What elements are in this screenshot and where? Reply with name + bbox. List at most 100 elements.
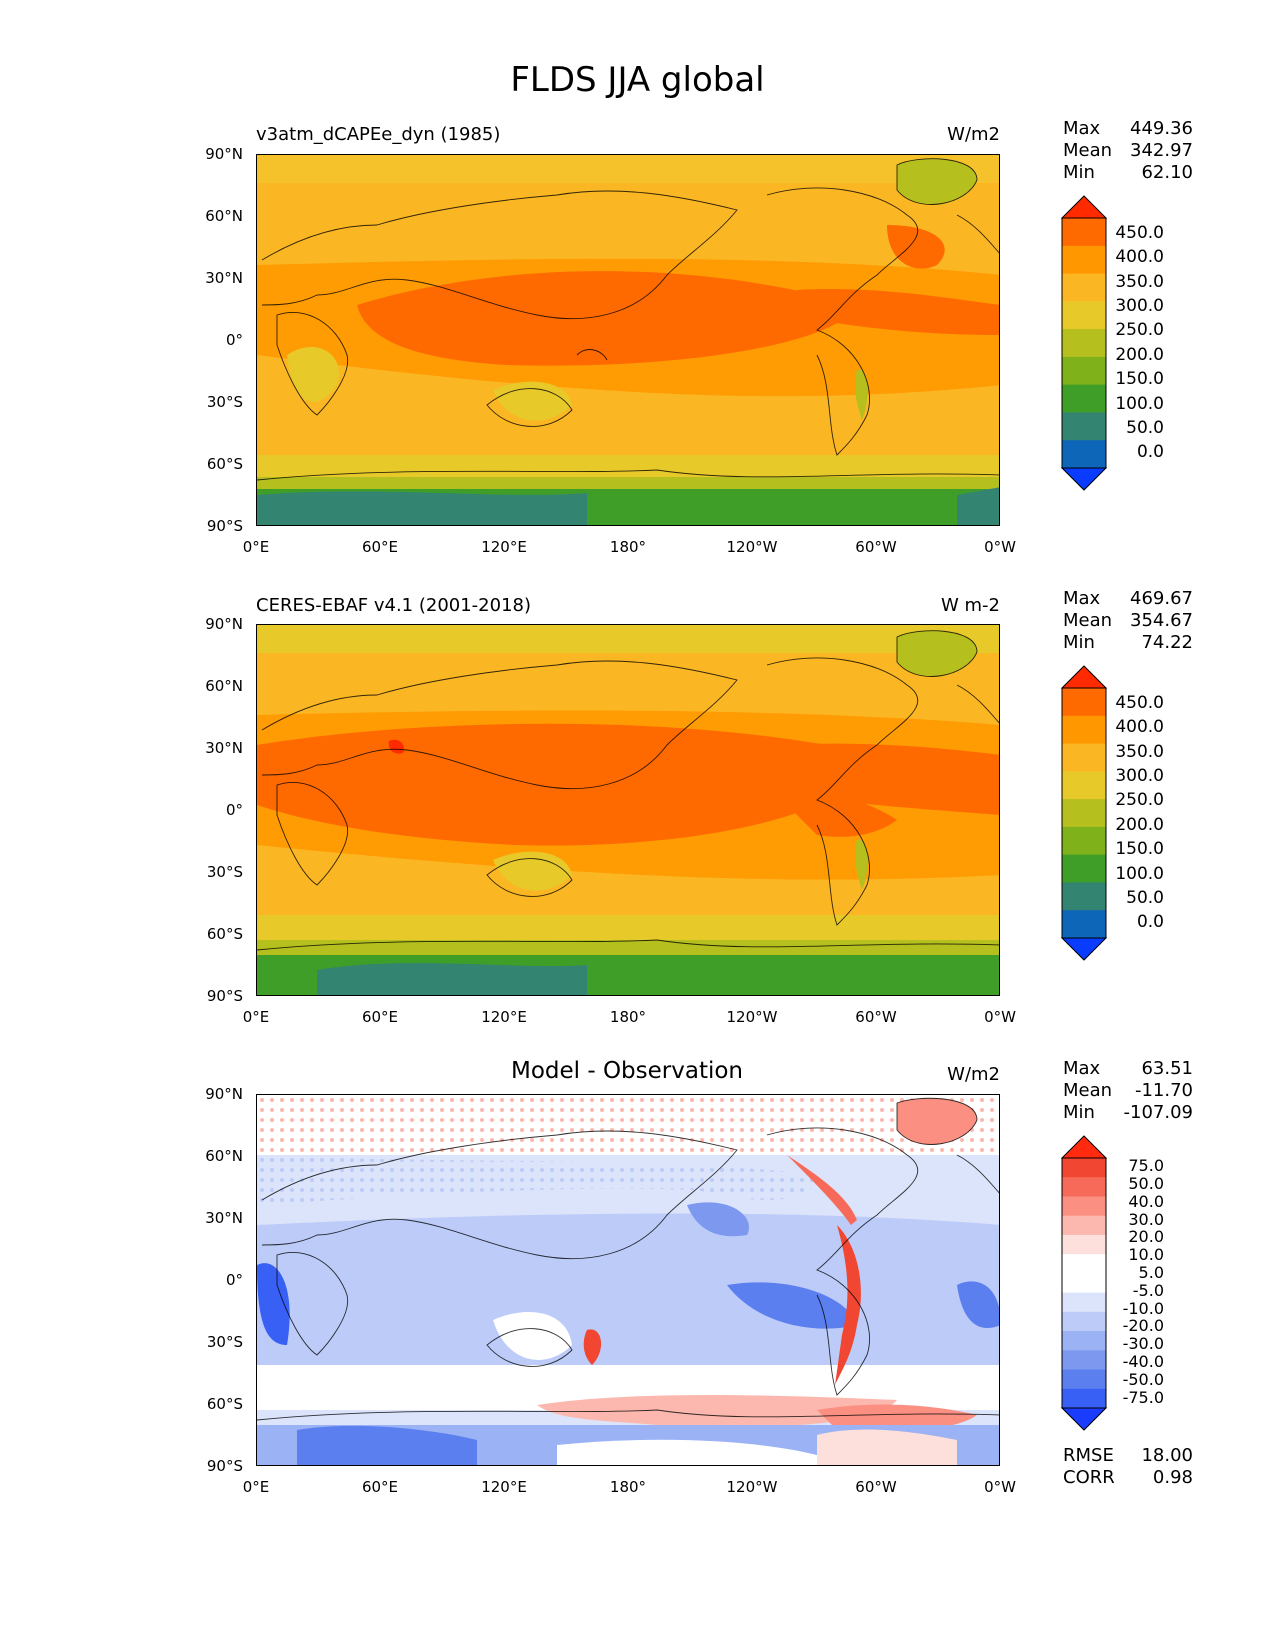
colorbar-band (1062, 1234, 1106, 1255)
stat-min: Min 74.22 (1063, 632, 1193, 653)
colorbar-tick-label: 20.0 (1128, 1227, 1164, 1246)
colorbar-band (1062, 440, 1106, 469)
colorbar-tick-label: -50.0 (1122, 1370, 1164, 1389)
panel-model-map (256, 154, 1000, 526)
colorbar-tick-label: 300.0 (1115, 296, 1164, 316)
lon-label: 60°E (361, 1008, 399, 1026)
colorbar-band (1062, 854, 1106, 883)
colorbar-band (1062, 1177, 1106, 1197)
colorbar-band (1062, 245, 1106, 275)
colorbar-tick-label: 450.0 (1115, 223, 1164, 243)
colorbar-band (1062, 1311, 1106, 1332)
colorbar-tick-label: -10.0 (1122, 1299, 1164, 1318)
lon-label: 0°E (242, 1008, 270, 1026)
panel-diff-units: W/m2 (947, 1064, 1000, 1085)
lat-label: 60°S (206, 1395, 243, 1413)
colorbar-tick-label: 350.0 (1115, 742, 1164, 762)
lat-label: 30°N (205, 269, 243, 287)
lat-label: 90°S (206, 987, 243, 1005)
colorbar-tick-label: 0.0 (1136, 442, 1164, 462)
lat-label: 60°S (206, 925, 243, 943)
colorbar-tick-label: 300.0 (1115, 766, 1164, 786)
colorbar-band (1062, 1273, 1106, 1294)
lon-label: 0°W (984, 1478, 1016, 1496)
colorbar-band (1062, 799, 1106, 828)
lat-label: 30°S (206, 863, 243, 881)
colorbar-band (1062, 384, 1106, 413)
stat-mean: Mean 354.67 (1063, 610, 1193, 631)
panel-obs-map (256, 624, 1000, 996)
colorbar-band (1062, 218, 1106, 247)
stat-min: Min -107.09 (1063, 1102, 1193, 1123)
colorbar-band (1062, 743, 1106, 772)
lat-label: 0° (225, 331, 243, 349)
colorbar-band (1062, 1350, 1106, 1371)
colorbar-band (1062, 826, 1106, 856)
lon-label: 120°E (481, 1008, 527, 1026)
lon-label: 60°W (855, 1008, 897, 1026)
colorbar-tick-label: 450.0 (1115, 693, 1164, 713)
metric-corr: CORR 0.98 (1063, 1467, 1193, 1488)
colorbar-tick-label: 400.0 (1115, 717, 1164, 737)
colorbar-band (1062, 412, 1106, 441)
stat-max: Max 449.36 (1063, 118, 1193, 139)
colorbar-band (1062, 1254, 1106, 1274)
colorbar-extend-top (1060, 1135, 1108, 1159)
colorbar-tick-label: 0.0 (1136, 912, 1164, 932)
lon-label: 60°E (361, 1478, 399, 1496)
panel-diff-colorbar (1060, 1135, 1108, 1431)
colorbar-tick-label: 100.0 (1115, 394, 1164, 414)
lat-label: 90°N (205, 145, 243, 163)
colorbar-tick-label: -75.0 (1122, 1388, 1164, 1407)
lon-label: 60°E (361, 538, 399, 556)
lat-label: 60°S (206, 455, 243, 473)
lon-label: 0°E (242, 1478, 270, 1496)
colorbar-band (1062, 1369, 1106, 1390)
colorbar-band (1062, 301, 1106, 330)
colorbar-tick-label: -40.0 (1122, 1352, 1164, 1371)
colorbar-band (1062, 1331, 1106, 1351)
colorbar-band (1062, 771, 1106, 800)
colorbar-tick-label: -20.0 (1122, 1316, 1164, 1335)
panel-obs-map-svg (257, 625, 999, 995)
colorbar-tick-label: 100.0 (1115, 864, 1164, 884)
lat-label: 90°S (206, 1457, 243, 1475)
colorbar-band (1062, 356, 1106, 386)
stat-min: Min 62.10 (1063, 162, 1193, 183)
colorbar-extend-top (1060, 195, 1108, 219)
colorbar-band (1062, 1215, 1106, 1236)
colorbar-band (1062, 329, 1106, 358)
colorbar-tick-label: 40.0 (1128, 1192, 1164, 1211)
colorbar-tick-label: 250.0 (1115, 320, 1164, 340)
colorbar-tick-label: 200.0 (1115, 815, 1164, 835)
colorbar-band (1062, 688, 1106, 717)
lat-label: 90°N (205, 615, 243, 633)
panel-obs-label: CERES-EBAF v4.1 (2001-2018) (256, 595, 532, 616)
lon-label: 120°E (481, 538, 527, 556)
stat-mean: Mean -11.70 (1063, 1080, 1193, 1101)
panel-model-map-svg (257, 155, 999, 525)
colorbar-band (1062, 910, 1106, 939)
lon-label: 0°E (242, 538, 270, 556)
colorbar-band (1062, 1388, 1106, 1409)
stat-max: Max 469.67 (1063, 588, 1193, 609)
lon-label: 120°E (481, 1478, 527, 1496)
lat-label: 0° (225, 1271, 243, 1289)
colorbar-tick-label: -30.0 (1122, 1334, 1164, 1353)
colorbar-extend-top (1060, 665, 1108, 689)
lat-label: 60°N (205, 1147, 243, 1165)
lat-label: 90°S (206, 517, 243, 535)
lat-label: 30°N (205, 739, 243, 757)
lat-label: 60°N (205, 207, 243, 225)
colorbar-tick-label: 10.0 (1128, 1245, 1164, 1264)
colorbar-tick-label: 5.0 (1138, 1263, 1164, 1282)
panel-diff-map (256, 1094, 1000, 1466)
colorbar-tick-label: 150.0 (1115, 369, 1164, 389)
colorbar-tick-label: 250.0 (1115, 790, 1164, 810)
panel-model-label: v3atm_dCAPEe_dyn (1985) (256, 124, 501, 145)
lon-label: 180° (609, 538, 647, 556)
colorbar-tick-label: 50.0 (1128, 1174, 1164, 1193)
panel-diff-title: Model - Observation (510, 1058, 744, 1084)
lat-label: 60°N (205, 677, 243, 695)
lon-label: 180° (609, 1008, 647, 1026)
